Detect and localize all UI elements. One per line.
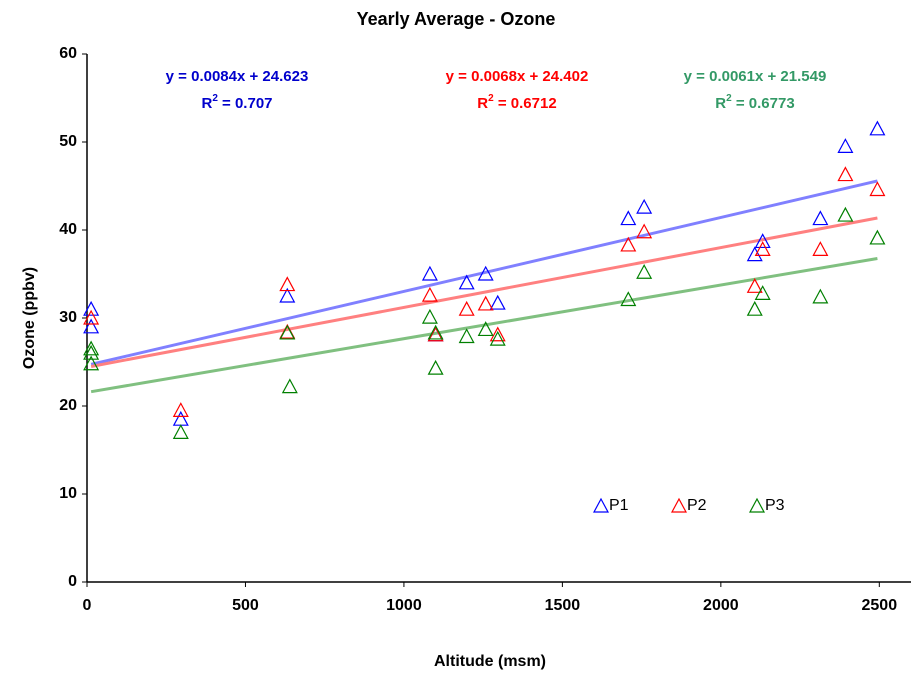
r2-sup: 2 <box>488 93 494 104</box>
point <box>172 410 189 426</box>
y-axis-title: Ozone (ppbv) <box>21 267 38 369</box>
x-tick-label: 500 <box>232 597 259 614</box>
trend-equation: y = 0.0061x + 21.549 <box>684 68 827 85</box>
point <box>83 318 100 334</box>
x-tick-label: 1500 <box>545 597 581 614</box>
y-tick-label: 60 <box>59 45 77 62</box>
point <box>427 359 444 375</box>
point <box>421 286 438 302</box>
point <box>83 309 100 325</box>
point <box>83 340 100 356</box>
point <box>83 355 100 371</box>
point <box>83 300 100 316</box>
y-tick-label: 10 <box>59 485 77 502</box>
point <box>812 288 829 304</box>
legend-marker <box>748 497 766 513</box>
trend-r2: R2 = 0.6712 <box>477 93 556 112</box>
point <box>279 324 296 340</box>
chart-title: Yearly Average - Ozone <box>357 9 556 29</box>
point <box>746 300 763 316</box>
trend-r2: R2 = 0.707 <box>201 93 272 112</box>
r2-prefix: R <box>715 95 726 112</box>
r2-prefix: R <box>477 95 488 112</box>
point <box>636 263 653 279</box>
point <box>837 138 854 153</box>
point <box>812 241 829 256</box>
point <box>812 210 829 226</box>
trend-r2: R2 = 0.6773 <box>715 93 794 112</box>
trend-equation: y = 0.0068x + 24.402 <box>446 68 589 85</box>
x-axis-title: Altitude (msm) <box>434 653 546 670</box>
point <box>837 206 854 222</box>
r2-text: = 0.6773 <box>732 95 795 112</box>
legend-label: P2 <box>687 497 707 514</box>
point <box>281 378 298 394</box>
r2-prefix: R <box>201 95 212 112</box>
trendline <box>90 216 878 368</box>
point <box>620 291 637 307</box>
x-tick-label: 2500 <box>862 597 898 614</box>
point <box>427 324 444 340</box>
legend-label: P3 <box>765 497 785 514</box>
legend-label: P1 <box>609 497 629 514</box>
point <box>83 344 100 360</box>
point <box>458 300 475 316</box>
r2-text: = 0.6712 <box>494 95 557 112</box>
trend-equation: y = 0.0084x + 24.623 <box>166 68 309 85</box>
point <box>869 120 886 136</box>
y-tick-label: 20 <box>59 397 77 414</box>
legend-marker <box>670 497 688 513</box>
point <box>477 321 494 337</box>
x-tick-label: 1000 <box>386 597 422 614</box>
point <box>746 246 763 262</box>
point <box>620 236 637 252</box>
point <box>477 295 494 311</box>
point <box>427 326 444 342</box>
point <box>489 326 506 342</box>
point <box>869 181 886 197</box>
point <box>421 265 438 281</box>
x-tick-label: 2000 <box>703 597 739 614</box>
point <box>636 223 653 239</box>
point <box>477 265 494 281</box>
point <box>458 274 475 290</box>
point <box>636 198 653 214</box>
point <box>754 233 771 249</box>
point <box>458 328 475 344</box>
point <box>837 166 854 182</box>
point <box>172 424 189 439</box>
y-tick-label: 0 <box>68 573 77 590</box>
point <box>489 330 506 346</box>
point <box>172 402 189 417</box>
point <box>869 229 886 245</box>
point <box>754 285 771 300</box>
legend-marker <box>592 497 610 513</box>
point <box>620 210 637 226</box>
r2-sup: 2 <box>212 93 218 104</box>
y-tick-label: 50 <box>59 133 77 150</box>
point <box>279 287 296 303</box>
trendline <box>90 179 878 366</box>
point <box>421 308 438 324</box>
y-tick-label: 40 <box>59 221 77 238</box>
r2-sup: 2 <box>726 93 732 104</box>
point <box>489 294 506 310</box>
x-tick-label: 0 <box>83 597 92 614</box>
point <box>754 241 771 256</box>
point <box>279 276 296 292</box>
y-tick-label: 30 <box>59 309 77 326</box>
r2-text: = 0.707 <box>218 95 273 112</box>
point <box>746 278 763 293</box>
